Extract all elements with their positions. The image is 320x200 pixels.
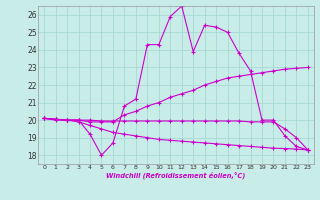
X-axis label: Windchill (Refroidissement éolien,°C): Windchill (Refroidissement éolien,°C)	[106, 172, 246, 179]
